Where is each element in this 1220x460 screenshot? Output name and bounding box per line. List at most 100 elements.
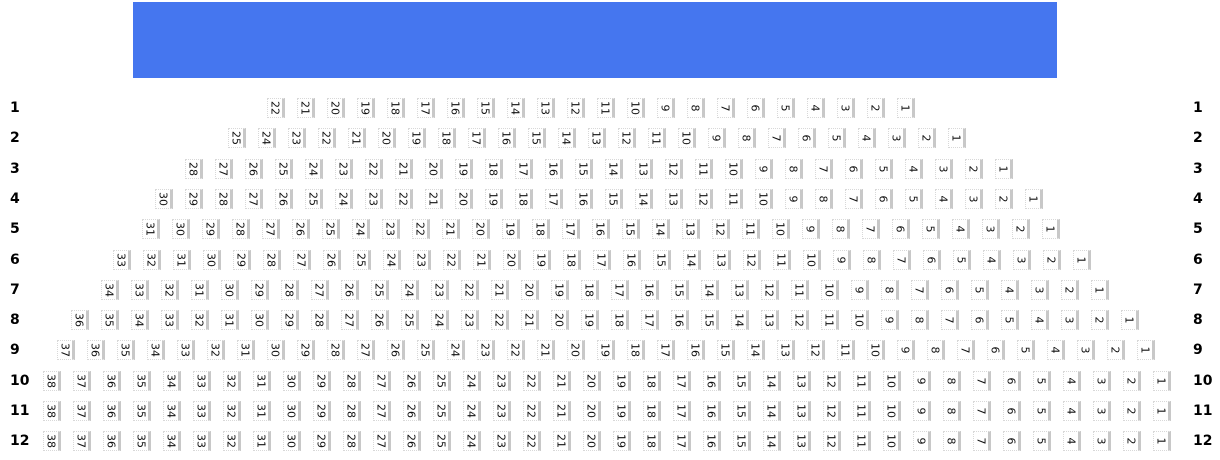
seat[interactable]: 28 bbox=[343, 370, 361, 391]
seat[interactable]: 5 bbox=[777, 98, 795, 118]
seat[interactable]: 7 bbox=[957, 340, 975, 361]
seat[interactable]: 27 bbox=[373, 370, 391, 391]
seat[interactable]: 22 bbox=[491, 310, 509, 331]
seat[interactable]: 8 bbox=[687, 98, 705, 118]
seat[interactable]: 2 bbox=[1043, 249, 1061, 270]
seat[interactable]: 35 bbox=[117, 340, 135, 361]
seat[interactable]: 24 bbox=[463, 431, 481, 452]
seat[interactable]: 24 bbox=[352, 219, 370, 240]
seat[interactable]: 11 bbox=[773, 249, 791, 270]
seat[interactable]: 28 bbox=[215, 188, 233, 209]
seat[interactable]: 19 bbox=[597, 340, 615, 361]
seat[interactable]: 3 bbox=[837, 98, 855, 118]
seat[interactable]: 19 bbox=[502, 219, 520, 240]
seat[interactable]: 3 bbox=[965, 188, 983, 209]
seat[interactable]: 20 bbox=[583, 431, 601, 452]
seat[interactable]: 20 bbox=[472, 219, 490, 240]
seat[interactable]: 32 bbox=[143, 249, 161, 270]
seat[interactable]: 25 bbox=[322, 219, 340, 240]
seat[interactable]: 22 bbox=[523, 401, 541, 421]
seat[interactable]: 9 bbox=[802, 219, 820, 240]
seat[interactable]: 3 bbox=[1077, 340, 1095, 361]
seat[interactable]: 26 bbox=[341, 279, 359, 300]
seat[interactable]: 9 bbox=[881, 310, 899, 331]
seat[interactable]: 12 bbox=[761, 279, 779, 300]
seat[interactable]: 1 bbox=[1121, 310, 1139, 331]
seat[interactable]: 25 bbox=[401, 310, 419, 331]
seat[interactable]: 13 bbox=[731, 279, 749, 300]
seat[interactable]: 1 bbox=[1153, 431, 1171, 452]
seat[interactable]: 34 bbox=[163, 370, 181, 391]
seat[interactable]: 5 bbox=[1033, 401, 1051, 421]
seat[interactable]: 21 bbox=[297, 98, 315, 118]
seat[interactable]: 18 bbox=[643, 431, 661, 452]
seat[interactable]: 31 bbox=[173, 249, 191, 270]
seat[interactable]: 37 bbox=[57, 340, 75, 361]
seat[interactable]: 11 bbox=[853, 431, 871, 452]
seat[interactable]: 22 bbox=[412, 219, 430, 240]
seat[interactable]: 23 bbox=[461, 310, 479, 331]
seat[interactable]: 7 bbox=[973, 401, 991, 421]
seat[interactable]: 38 bbox=[43, 431, 61, 452]
seat[interactable]: 24 bbox=[335, 188, 353, 209]
seat[interactable]: 30 bbox=[283, 401, 301, 421]
seat[interactable]: 20 bbox=[567, 340, 585, 361]
seat[interactable]: 8 bbox=[863, 249, 881, 270]
seat[interactable]: 1 bbox=[995, 158, 1013, 179]
seat[interactable]: 9 bbox=[755, 158, 773, 179]
seat[interactable]: 10 bbox=[755, 188, 773, 209]
seat[interactable]: 12 bbox=[695, 188, 713, 209]
seat[interactable]: 15 bbox=[653, 249, 671, 270]
seat[interactable]: 7 bbox=[717, 98, 735, 118]
seat[interactable]: 20 bbox=[551, 310, 569, 331]
seat[interactable]: 16 bbox=[447, 98, 465, 118]
seat[interactable]: 22 bbox=[318, 128, 336, 149]
seat[interactable]: 6 bbox=[1003, 370, 1021, 391]
seat[interactable]: 17 bbox=[593, 249, 611, 270]
seat[interactable]: 1 bbox=[1137, 340, 1155, 361]
seat[interactable]: 33 bbox=[193, 401, 211, 421]
seat[interactable]: 34 bbox=[163, 431, 181, 452]
seat[interactable]: 21 bbox=[425, 188, 443, 209]
seat[interactable]: 4 bbox=[1031, 310, 1049, 331]
seat[interactable]: 18 bbox=[387, 98, 405, 118]
seat[interactable]: 23 bbox=[493, 370, 511, 391]
seat[interactable]: 26 bbox=[275, 188, 293, 209]
seat[interactable]: 2 bbox=[918, 128, 936, 149]
seat[interactable]: 26 bbox=[371, 310, 389, 331]
seat[interactable]: 32 bbox=[223, 431, 241, 452]
seat[interactable]: 25 bbox=[305, 188, 323, 209]
seat[interactable]: 9 bbox=[785, 188, 803, 209]
seat[interactable]: 17 bbox=[515, 158, 533, 179]
seat[interactable]: 2 bbox=[1012, 219, 1030, 240]
seat[interactable]: 18 bbox=[563, 249, 581, 270]
seat[interactable]: 19 bbox=[357, 98, 375, 118]
seat[interactable]: 25 bbox=[275, 158, 293, 179]
seat[interactable]: 6 bbox=[941, 279, 959, 300]
seat[interactable]: 29 bbox=[185, 188, 203, 209]
seat[interactable]: 14 bbox=[652, 219, 670, 240]
seat[interactable]: 12 bbox=[712, 219, 730, 240]
seat[interactable]: 15 bbox=[701, 310, 719, 331]
seat[interactable]: 7 bbox=[941, 310, 959, 331]
seat[interactable]: 5 bbox=[1001, 310, 1019, 331]
seat[interactable]: 15 bbox=[733, 401, 751, 421]
seat[interactable]: 24 bbox=[258, 128, 276, 149]
seat[interactable]: 19 bbox=[533, 249, 551, 270]
seat[interactable]: 19 bbox=[408, 128, 426, 149]
seat[interactable]: 8 bbox=[881, 279, 899, 300]
seat[interactable]: 5 bbox=[828, 128, 846, 149]
seat[interactable]: 12 bbox=[567, 98, 585, 118]
seat[interactable]: 21 bbox=[491, 279, 509, 300]
seat[interactable]: 15 bbox=[733, 370, 751, 391]
seat[interactable]: 5 bbox=[1017, 340, 1035, 361]
seat[interactable]: 27 bbox=[311, 279, 329, 300]
seat[interactable]: 9 bbox=[913, 370, 931, 391]
seat[interactable]: 23 bbox=[431, 279, 449, 300]
seat[interactable]: 4 bbox=[935, 188, 953, 209]
seat[interactable]: 15 bbox=[605, 188, 623, 209]
seat[interactable]: 8 bbox=[785, 158, 803, 179]
seat[interactable]: 28 bbox=[185, 158, 203, 179]
seat[interactable]: 3 bbox=[1093, 401, 1111, 421]
seat[interactable]: 17 bbox=[417, 98, 435, 118]
